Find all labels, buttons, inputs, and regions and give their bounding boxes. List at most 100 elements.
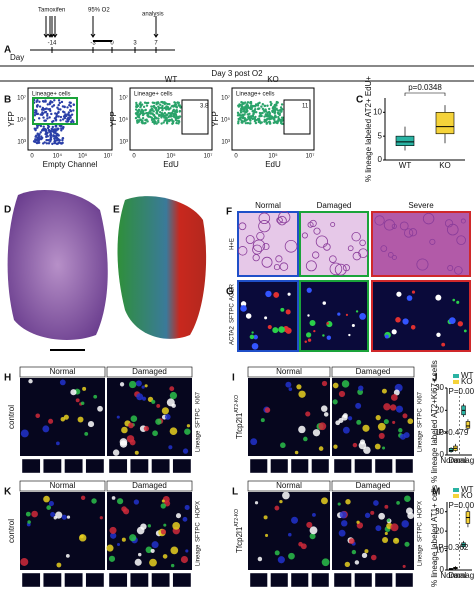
legend-swatch [453,488,459,492]
flow-dot [42,108,45,112]
genotype-label: Tfcp2l1AT2-KO [234,509,244,553]
flow-dot [52,129,56,132]
flow-dot [163,111,167,115]
x-tick-label: Normal [440,571,466,580]
cell [141,385,145,389]
cell [53,516,57,520]
flow-dot [246,121,250,125]
flow-dot [57,103,60,107]
if-detail [251,331,254,334]
cell [254,501,259,505]
cell [390,523,399,532]
flow-dot [239,107,243,111]
flow-dot [53,141,56,145]
condition-label: Normal [50,481,76,490]
flow-dot [62,125,65,129]
flow-dot [175,121,178,125]
flow-dot [68,103,71,107]
cell [143,425,150,432]
if-detail [441,342,446,347]
cell [163,523,167,527]
flow-dot [44,130,48,134]
cell [370,510,375,515]
flow-dot [152,105,155,108]
flow-dot [138,102,141,106]
flow-dot [161,107,164,110]
cell [87,420,95,428]
arrow [153,16,159,38]
cell [341,414,348,421]
flow-dot [46,114,49,117]
flow-dot [253,110,256,114]
flow-dot [48,107,52,111]
cell [274,505,280,511]
flow-dot [45,138,48,142]
flow-dot [142,105,146,109]
he-detail [252,244,263,255]
gate [283,99,311,135]
flow-dot [44,110,48,114]
he-detail [454,266,463,275]
flow-dot [277,109,280,112]
cell [390,404,397,411]
if-detail [278,326,285,333]
cell [184,428,191,435]
flow-dot [170,118,173,121]
cell [130,415,138,422]
flow-dot [239,103,242,107]
flow-dot [59,115,63,119]
cell [303,436,308,442]
flow-dot [274,116,277,119]
genotype-sup: AT2-KO [234,395,240,413]
flow-dot [52,135,55,138]
he-detail [422,212,435,225]
cell [386,518,391,522]
flow-dot [46,103,49,106]
if-detail [264,316,268,320]
y-tick-label: 0 [440,450,445,459]
cell [404,541,410,547]
cell [184,504,190,511]
he-detail [429,238,436,245]
cell [77,416,84,423]
flow-dot [236,111,240,115]
x-tick-label: WT [399,161,412,170]
cell [56,562,62,568]
he-detail [256,231,265,241]
inset [85,572,105,588]
inset [64,458,83,474]
flow-dot [247,115,251,118]
flow-dot [148,110,151,113]
flow-dot [58,101,62,105]
if-detail [307,338,312,342]
flow-dot [157,106,161,110]
cell [341,380,350,388]
panel-label: B [4,95,11,106]
he-detail [262,242,270,251]
flow-dot [72,109,75,112]
condition-box [106,480,193,492]
cell [264,407,271,413]
he-detail [383,219,396,231]
he-detail [387,252,394,258]
gate-label: Lineage+ cells [236,92,275,98]
annotation: P=0.479 [438,428,469,437]
tick-label: 10⁷ [306,153,315,160]
if-detail [304,340,308,343]
flow-dot [55,112,59,116]
flow-dot [35,112,38,116]
cell [46,505,52,510]
flow-dot [66,120,69,123]
cell [27,520,31,524]
flow-dot [162,121,165,124]
if-detail [402,318,409,325]
if-detail [322,301,327,305]
gate-label: Lineage+ cells [32,92,71,98]
x-tick-label: KO [439,161,451,170]
cell [20,429,29,438]
flow-dot [237,122,240,125]
cell [382,536,389,544]
flow-dot [254,121,258,125]
if-detail [253,334,258,340]
